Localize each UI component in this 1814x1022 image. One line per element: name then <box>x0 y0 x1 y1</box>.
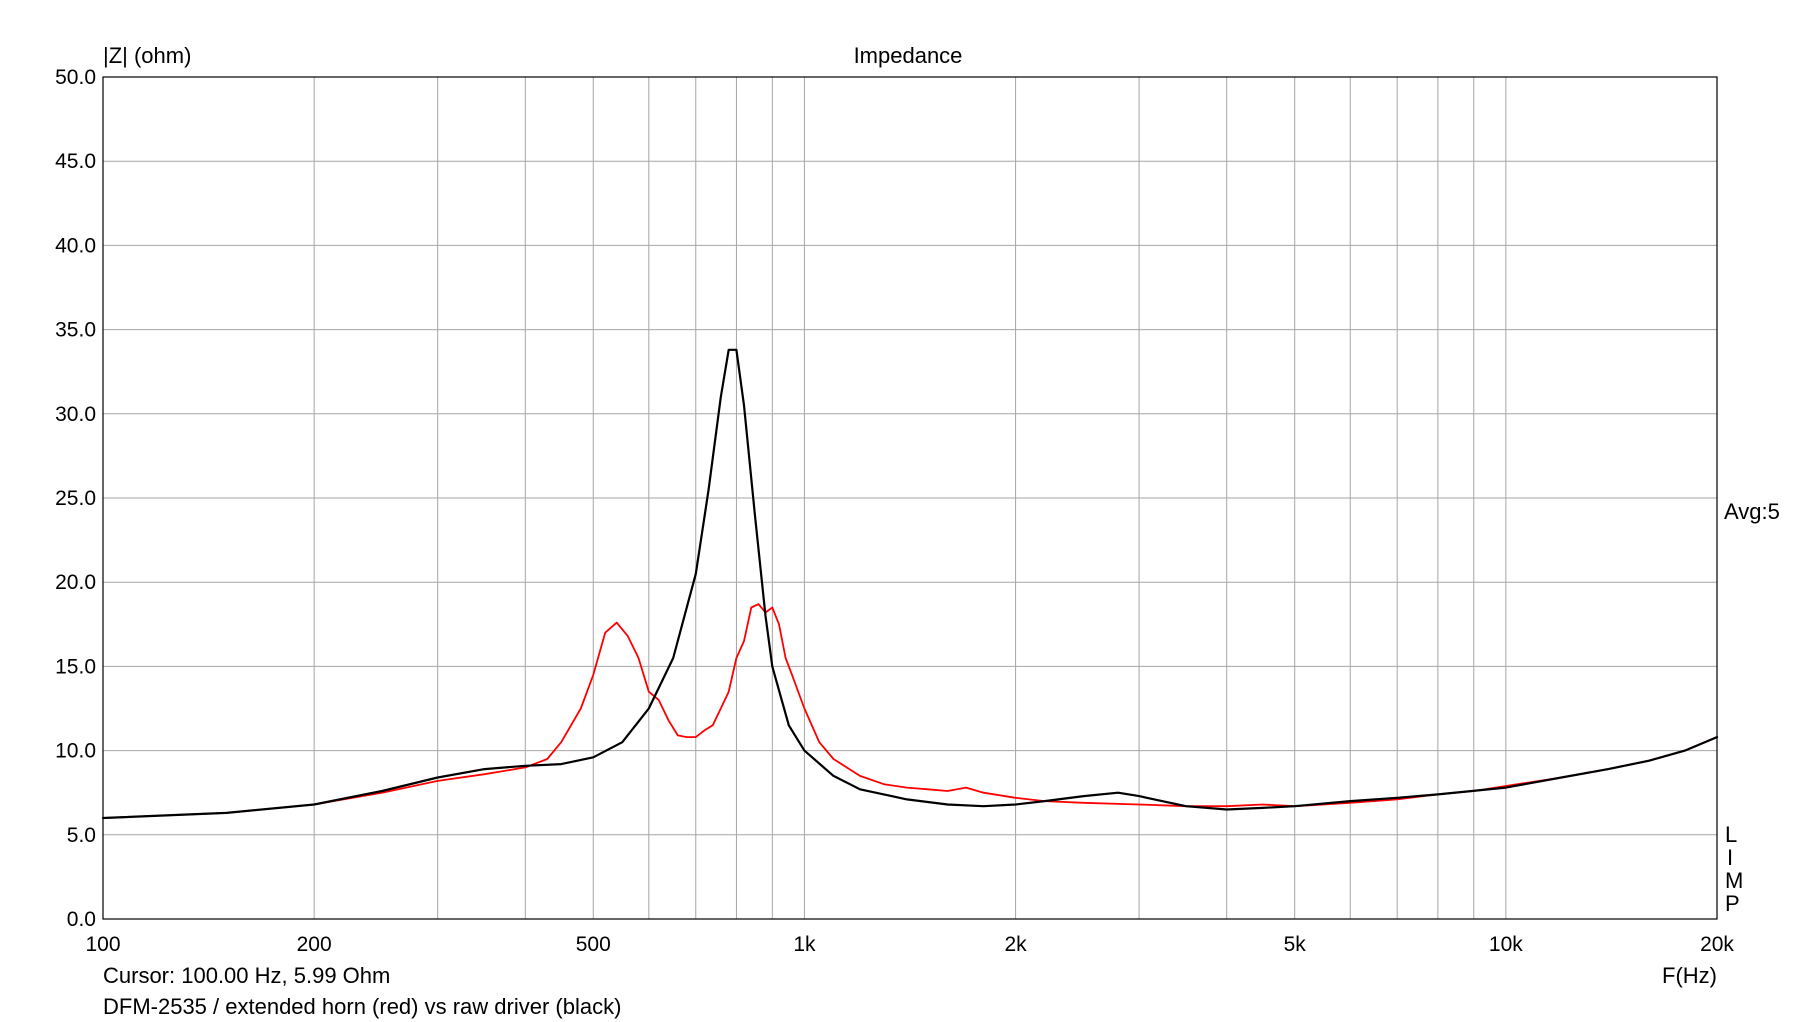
series-line-red <box>102 603 1718 819</box>
grid <box>103 77 1717 919</box>
x-tick-label: 500 <box>576 933 611 956</box>
x-tick-label: 100 <box>85 933 120 956</box>
plot-frame <box>102 76 1718 920</box>
chart-caption: DFM-2535 / extended horn (red) vs raw dr… <box>103 994 621 1019</box>
side-letter-m: M <box>1725 868 1743 893</box>
y-tick-label: 45.0 <box>55 150 96 173</box>
x-tick-label: 200 <box>297 933 332 956</box>
y-tick-label: 10.0 <box>55 740 96 763</box>
y-tick-label: 5.0 <box>67 824 96 847</box>
y-tick-label: 25.0 <box>55 487 96 510</box>
y-tick-label: 15.0 <box>55 655 96 678</box>
series-group <box>101 348 1719 820</box>
side-letter-p: P <box>1725 891 1740 916</box>
y-tick-label: 40.0 <box>55 234 96 257</box>
x-tick-label: 10k <box>1489 933 1523 956</box>
side-letter-i: I <box>1727 845 1733 870</box>
x-tick-label: 20k <box>1700 933 1734 956</box>
y-tick-label: 50.0 <box>55 66 96 89</box>
y-tick-label: 30.0 <box>55 403 96 426</box>
series-line-black <box>101 348 1719 820</box>
x-tick-label: 5k <box>1284 933 1307 956</box>
y-axis-label: |Z| (ohm) <box>103 43 191 68</box>
chart-title: Impedance <box>854 43 963 68</box>
y-tick-label: 35.0 <box>55 319 96 342</box>
y-tick-label: 20.0 <box>55 571 96 594</box>
y-tick-label: 0.0 <box>67 908 96 931</box>
averaging-label: Avg:5 <box>1724 499 1780 524</box>
y-tick-labels: 0.0 5.0 10.0 15.0 20.0 25.0 30.0 35.0 40.0 45.0 50… <box>55 66 96 931</box>
x-tick-labels: 100 200 500 1k 2k 5k 10k 20k <box>85 933 1734 956</box>
cursor-readout: Cursor: 100.00 Hz, 5.99 Ohm <box>103 963 390 988</box>
side-letter-l: L <box>1725 822 1737 847</box>
x-tick-label: 2k <box>1004 933 1027 956</box>
x-tick-label: 1k <box>793 933 816 956</box>
x-axis-label: F(Hz) <box>1662 963 1717 988</box>
